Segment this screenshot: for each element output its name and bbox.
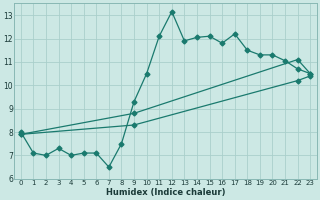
- X-axis label: Humidex (Indice chaleur): Humidex (Indice chaleur): [106, 188, 225, 197]
